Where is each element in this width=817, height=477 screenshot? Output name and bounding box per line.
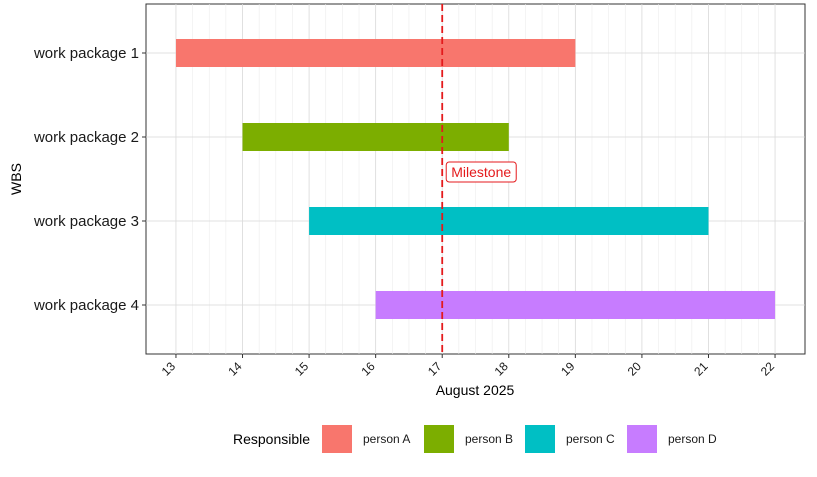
milestone: Milestone xyxy=(441,4,517,354)
legend-label: person A xyxy=(363,432,410,446)
y-tick-label: work package 4 xyxy=(33,297,139,314)
y-axis-title: WBS xyxy=(8,163,24,195)
x-tick-label: 13 xyxy=(159,359,179,379)
x-axis-ticks: 13 14 15 16 17 18 19 20 21 22 xyxy=(159,354,778,379)
x-tick-label: 22 xyxy=(758,359,778,379)
x-tick-label: 19 xyxy=(558,359,578,379)
task-bar xyxy=(175,39,576,67)
y-tick-label: work package 2 xyxy=(33,129,139,146)
task-bar xyxy=(375,291,776,319)
legend-swatch xyxy=(627,425,657,453)
task-bar xyxy=(309,207,709,235)
x-tick-label: 17 xyxy=(425,359,445,379)
milestone-label: Milestone xyxy=(451,164,511,180)
y-axis-ticks: work package 1 work package 2 work package… xyxy=(33,45,146,314)
y-tick-label: work package 1 xyxy=(33,45,139,62)
legend: Responsible person A person B person C perso… xyxy=(233,425,717,453)
legend-label: person D xyxy=(668,432,717,446)
legend-swatch xyxy=(424,425,454,453)
x-tick-label: 14 xyxy=(225,359,245,379)
milestone-label-box xyxy=(445,161,517,183)
x-tick-label: 16 xyxy=(358,359,378,379)
x-axis-title: August 2025 xyxy=(436,382,515,398)
legend-title: Responsible xyxy=(233,431,310,447)
legend-label: person C xyxy=(566,432,615,446)
x-tick-label: 18 xyxy=(492,359,512,379)
y-tick-label: work package 3 xyxy=(33,213,139,230)
x-tick-label: 15 xyxy=(292,359,312,379)
legend-swatch xyxy=(525,425,555,453)
x-tick-label: 20 xyxy=(625,359,645,379)
task-bar xyxy=(242,123,509,151)
x-tick-label: 21 xyxy=(691,359,711,379)
legend-label: person B xyxy=(465,432,513,446)
legend-swatch xyxy=(322,425,352,453)
